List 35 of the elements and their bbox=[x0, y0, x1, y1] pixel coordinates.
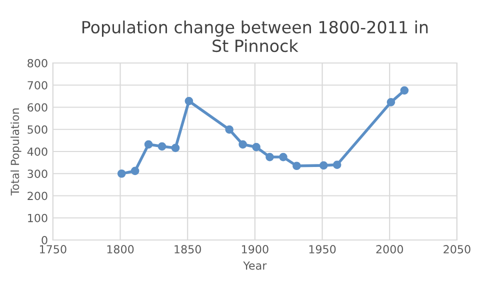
point bbox=[400, 86, 409, 95]
x-tick-label: 1800 bbox=[107, 245, 134, 254]
point bbox=[279, 152, 288, 162]
y-axis-title: Total Population bbox=[10, 108, 22, 196]
point bbox=[292, 162, 301, 170]
x-tick-label: 1900 bbox=[242, 245, 268, 254]
y-tick-label: 800 bbox=[28, 58, 48, 68]
point bbox=[184, 96, 194, 106]
point bbox=[130, 166, 140, 176]
y-tick-label: 700 bbox=[28, 81, 48, 90]
point bbox=[144, 140, 153, 149]
x-tick-label: 2000 bbox=[376, 245, 404, 254]
point bbox=[238, 140, 247, 149]
point bbox=[252, 142, 260, 152]
y-tick-label: 600 bbox=[28, 103, 48, 112]
point bbox=[319, 161, 328, 170]
y-tick-label: 100 bbox=[28, 214, 48, 222]
y-tick-label: 200 bbox=[28, 192, 48, 200]
x-tick-label: 1950 bbox=[309, 245, 336, 254]
y-tick-label: 0 bbox=[42, 236, 48, 244]
chart-title: Population change between 1800-2011 in St Pinnock bbox=[82, 20, 428, 52]
y-tick-label: 400 bbox=[27, 147, 48, 156]
point bbox=[266, 152, 274, 162]
point bbox=[117, 169, 126, 178]
point bbox=[171, 144, 180, 152]
x-tick-label: 1750 bbox=[40, 245, 66, 254]
x-axis-title: Year bbox=[243, 262, 267, 270]
point bbox=[386, 98, 396, 106]
y-tick-label: 300 bbox=[28, 170, 48, 178]
point bbox=[332, 160, 342, 169]
point bbox=[158, 142, 166, 151]
x-tick-label: 1850 bbox=[174, 245, 201, 254]
point bbox=[225, 125, 234, 134]
y-tick-label: 500 bbox=[28, 125, 48, 134]
x-tick-label: 2050 bbox=[444, 245, 470, 254]
